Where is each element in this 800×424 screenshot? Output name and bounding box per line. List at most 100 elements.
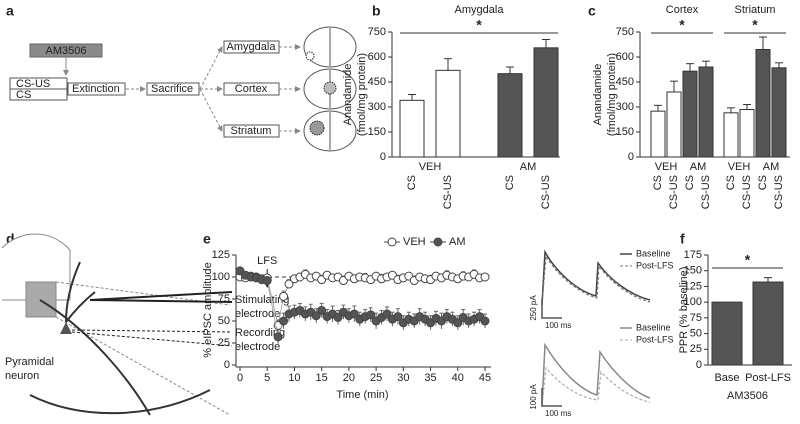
x-tick-label: 45	[479, 372, 491, 384]
y-tick-label: 125	[212, 249, 230, 261]
y-tick-label: 450	[368, 76, 386, 88]
bar	[497, 73, 523, 158]
x-tick-label: CS	[652, 175, 664, 190]
legend-label: Post-LFS	[636, 260, 674, 270]
x-tick-label: 5	[264, 372, 270, 384]
region-marker	[305, 51, 315, 61]
subplot-title: Cortex	[666, 4, 699, 16]
tissue-edge	[39, 299, 151, 416]
y-axis-label: PPR (% baseline)	[678, 267, 690, 354]
x-tick-label: 20	[343, 372, 355, 384]
legend-label: Post-LFS	[636, 334, 674, 344]
cs-box	[9, 88, 68, 101]
scale-label: 100 pA	[529, 384, 538, 410]
x-tick-label: CS-US	[668, 175, 680, 209]
y-tick-label: 750	[616, 26, 634, 38]
legend-label: AM	[449, 236, 466, 248]
bar	[771, 67, 787, 158]
bar	[666, 91, 682, 158]
point	[284, 279, 294, 289]
x-tick-label: CS	[504, 175, 516, 190]
y-tick-label: 0	[696, 359, 702, 371]
stimulating-electrode	[89, 291, 233, 301]
bar	[650, 110, 666, 158]
x-tick-label: CS-US	[442, 175, 454, 209]
bar	[533, 47, 559, 158]
x-tick-label: Base	[714, 372, 739, 384]
y-axis-label: (fmol/mg protein)	[356, 53, 368, 136]
y-tick-label: 100	[684, 296, 702, 308]
trace-post	[541, 254, 651, 306]
significance-label: *	[752, 17, 758, 33]
panel-label: e	[203, 231, 211, 247]
point	[480, 272, 490, 282]
point	[480, 316, 490, 326]
label: Recording	[235, 327, 285, 339]
x-tick-label: CS-US	[773, 175, 785, 209]
y-tick-label: 0	[380, 151, 386, 163]
y-tick-label: 50	[690, 327, 702, 339]
legend-marker	[433, 237, 443, 247]
arrow	[199, 46, 223, 90]
panel-label: b	[372, 3, 381, 19]
trace-baseline	[541, 342, 651, 406]
legend-label: Baseline	[636, 322, 671, 332]
x-tick-label: CS-US	[741, 175, 753, 209]
point	[317, 305, 327, 315]
diagram-d: Stimulating electrode Recording electrod…	[1, 233, 289, 416]
point	[366, 310, 376, 320]
x-tick-label: CS-US	[700, 175, 712, 209]
bar	[682, 70, 698, 158]
y-tick-label: 150	[684, 265, 702, 277]
x-tick-label: 25	[370, 372, 382, 384]
region-label: Striatum	[231, 125, 272, 137]
y-tick-label: 100	[212, 271, 230, 283]
tissue-edge	[29, 389, 211, 415]
neuron	[60, 322, 72, 334]
x-axis-label: Time (min)	[336, 389, 388, 401]
group-label: VEH	[419, 161, 442, 173]
extinction-box	[67, 82, 126, 96]
point	[311, 311, 321, 321]
scale-label: 100 ms	[545, 321, 571, 330]
legend-label: Baseline	[636, 248, 671, 258]
label: neuron	[5, 370, 39, 382]
significance-label: *	[476, 17, 482, 33]
x-axis-label: AM3506	[727, 390, 768, 402]
bar	[755, 49, 771, 158]
panel-label: c	[588, 3, 596, 19]
point	[273, 332, 283, 342]
panel-label: a	[6, 3, 14, 19]
y-tick-label: 25	[690, 343, 702, 355]
point	[279, 291, 289, 301]
cs-label: CS	[16, 89, 31, 101]
bar	[711, 301, 743, 366]
x-tick-label: 15	[316, 372, 328, 384]
y-tick-label: 0	[628, 151, 634, 163]
x-tick-label: 10	[288, 372, 300, 384]
y-tick-label: 175	[684, 249, 702, 261]
x-tick-label: 35	[424, 372, 436, 384]
annotation: LFS	[257, 255, 277, 267]
region-marker	[309, 120, 325, 136]
scale-bar	[541, 388, 562, 407]
y-axis-label: (fmol/mg protein)	[606, 53, 618, 136]
region-label: Cortex	[235, 83, 268, 95]
bar	[752, 281, 784, 366]
region-label: Amygdala	[227, 41, 277, 53]
bar	[723, 112, 739, 158]
stimulating-electrode	[89, 299, 233, 303]
group-label: AM	[763, 161, 780, 173]
point	[349, 309, 359, 319]
trace-post	[541, 366, 651, 406]
y-tick-label: 300	[368, 101, 386, 113]
x-tick-label: 0	[237, 372, 243, 384]
x-tick-label: CS-US	[540, 175, 552, 209]
group-label: VEH	[728, 161, 751, 173]
label: Stimulating	[235, 294, 289, 306]
legend-marker	[387, 237, 397, 247]
y-axis-label: Anandamide	[592, 64, 604, 126]
label: electrode	[235, 308, 280, 320]
x-tick-label: CS	[725, 175, 737, 190]
